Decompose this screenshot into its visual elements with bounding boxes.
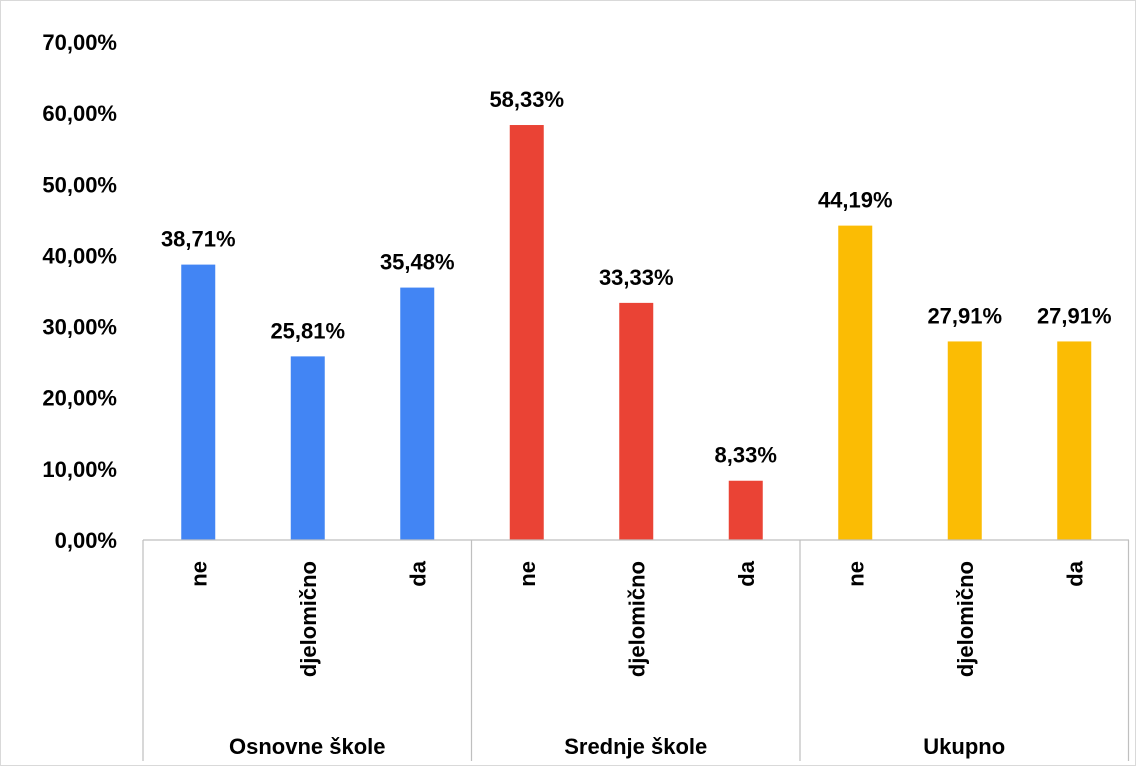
data-label: 44,19%	[818, 188, 893, 213]
bars	[181, 125, 1092, 540]
bar-djelomično	[947, 341, 982, 540]
group-label: Ukupno	[923, 734, 1005, 759]
y-tick-label: 10,00%	[42, 457, 117, 482]
category-label: ne	[515, 561, 540, 587]
y-axis: 0,00% 10,00% 20,00% 30,00% 40,00% 50,00% 60,00…	[42, 30, 117, 553]
category-label: da	[405, 560, 430, 586]
x-axis: ne djelomično da Osnovne škole ne djelomično d…	[142, 539, 1130, 761]
bar-da	[400, 287, 435, 540]
bar-da	[728, 480, 763, 540]
data-label: 27,91%	[1037, 303, 1112, 328]
category-label: djelomično	[624, 561, 649, 677]
data-label: 58,33%	[489, 87, 564, 112]
data-label: 25,81%	[270, 318, 345, 343]
group-label: Osnovne škole	[229, 734, 386, 759]
y-tick-label: 20,00%	[42, 386, 117, 411]
category-label: ne	[186, 561, 211, 587]
bar-djelomično	[619, 302, 654, 540]
category-label: djelomično	[296, 561, 321, 677]
y-tick-label: 0,00%	[55, 528, 117, 553]
bar-ne	[838, 225, 873, 540]
data-label: 38,71%	[161, 227, 236, 252]
y-tick-label: 70,00%	[42, 30, 117, 55]
data-label: 27,91%	[927, 303, 1002, 328]
bar-ne	[181, 264, 216, 540]
category-label: djelomično	[953, 561, 978, 677]
category-label: da	[734, 560, 759, 586]
y-tick-label: 60,00%	[42, 101, 117, 126]
data-label: 35,48%	[380, 250, 455, 275]
y-tick-label: 40,00%	[42, 243, 117, 268]
data-label: 33,33%	[599, 265, 674, 290]
bar-djelomično	[290, 356, 325, 540]
y-tick-label: 50,00%	[42, 172, 117, 197]
category-label: ne	[843, 561, 868, 587]
group-label: Srednje škole	[564, 734, 707, 759]
data-label: 8,33%	[715, 443, 777, 468]
category-label: da	[1062, 560, 1087, 586]
data-labels: 38,71% 25,81% 35,48% 58,33% 33,33% 8,33% 44,19…	[161, 87, 1112, 468]
bar-da	[1057, 341, 1092, 540]
y-tick-label: 30,00%	[42, 315, 117, 340]
bar-ne	[509, 125, 544, 540]
